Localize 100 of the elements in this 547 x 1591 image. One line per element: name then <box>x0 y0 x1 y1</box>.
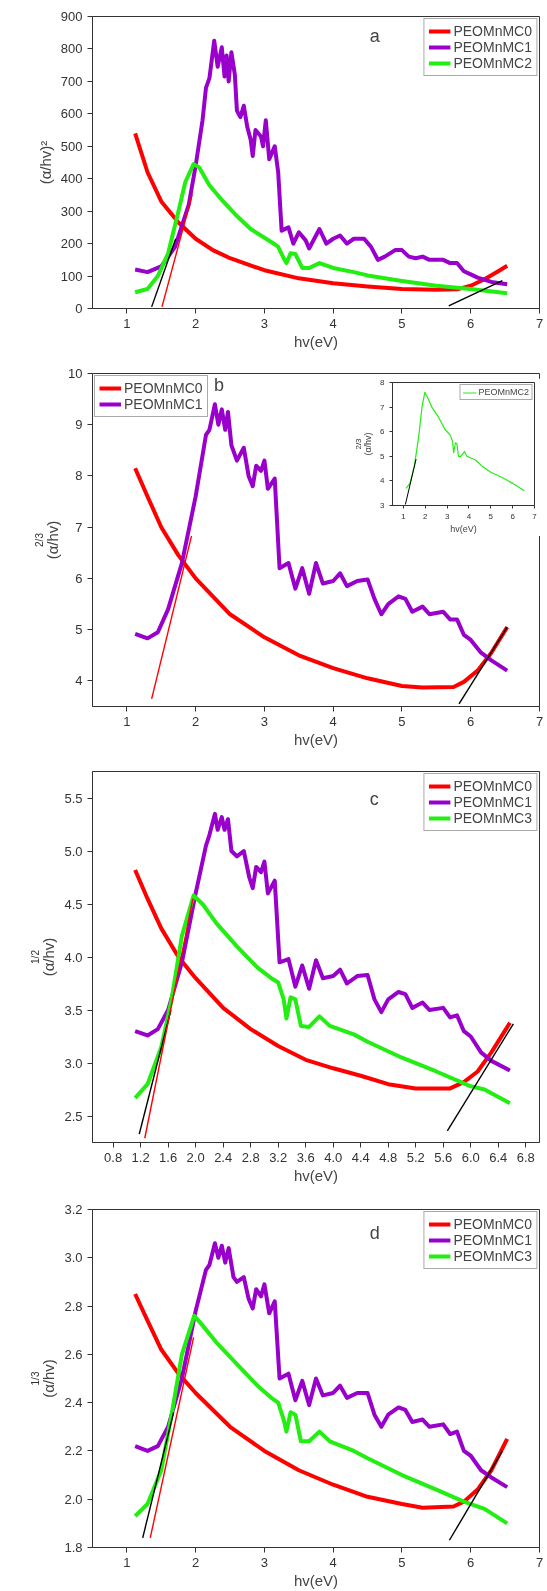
x-tick-label: 6 <box>467 1554 475 1570</box>
y-tick-label: 5.0 <box>64 843 83 859</box>
y-tick-label: 3.0 <box>64 1055 83 1071</box>
y-tick-label: 4.0 <box>64 949 83 965</box>
y-tick-label: 3 <box>380 501 386 510</box>
x-tick-label: 4.0 <box>324 1149 343 1165</box>
legend-label: PEOMnMC0 <box>453 778 532 794</box>
y-tick-label: 8 <box>380 378 386 387</box>
y-tick-label: 4 <box>75 673 83 689</box>
y-axis-title: (α/hv)1/2 <box>29 937 58 977</box>
y-tick-label: 200 <box>60 236 83 252</box>
x-tick-label: 2 <box>423 511 429 521</box>
x-axis-title: hv(eV) <box>293 730 339 748</box>
legend-label: PEOMnMC1 <box>124 396 203 412</box>
x-tick-label: 7 <box>535 315 544 331</box>
y-axis-title: (α/hv)2/3 <box>33 520 62 560</box>
annotation: a <box>369 25 381 46</box>
y-tick-label: 900 <box>60 9 83 24</box>
x-tick-label: 5.2 <box>406 1149 425 1165</box>
x-tick-label: 5 <box>398 1554 406 1570</box>
legend-label: PEOMnMC0 <box>453 1216 532 1232</box>
y-tick-label: 4 <box>380 476 386 486</box>
y-tick-label: 600 <box>60 106 83 122</box>
y-tick-label: 2.8 <box>64 1298 83 1314</box>
legend-label: PEOMnMC1 <box>453 1232 532 1248</box>
x-tick-label: 1 <box>123 1554 131 1570</box>
x-tick-label: 2.4 <box>214 1149 233 1165</box>
y-tick-label: 2.6 <box>64 1346 83 1362</box>
x-tick-label: 2 <box>192 713 200 729</box>
x-tick-label: 4 <box>329 713 337 729</box>
x-axis-title: hv(eV) <box>293 1166 339 1184</box>
y-tick-label: 0 <box>75 301 83 316</box>
y-tick-label: 6 <box>75 570 83 586</box>
y-axis-title: (α/hv)1/3 <box>29 1359 58 1398</box>
y-tick-label: 100 <box>60 268 83 284</box>
x-tick-label: 7 <box>535 1554 544 1570</box>
y-tick-label: 1.8 <box>64 1540 83 1555</box>
x-tick-label: 1 <box>401 511 407 521</box>
y-tick-label: 5.5 <box>64 790 83 806</box>
x-tick-label: 2.0 <box>186 1149 205 1165</box>
x-tick-label: 6 <box>467 315 475 331</box>
legend-label: PEOMnMC1 <box>453 39 532 55</box>
x-tick-label: 6.8 <box>516 1149 535 1165</box>
x-tick-label: 5 <box>488 511 494 521</box>
y-tick-label: 500 <box>60 138 83 154</box>
x-tick-label: 5 <box>398 315 406 331</box>
x-tick-label: 4.8 <box>379 1149 398 1165</box>
x-tick-label: 1.2 <box>131 1149 150 1165</box>
x-tick-label: 4 <box>466 511 472 521</box>
y-tick-label: 400 <box>60 171 83 187</box>
legend-label: PEOMnMC2 <box>478 387 529 397</box>
y-tick-label: 3.0 <box>64 1250 83 1266</box>
x-tick-label: 2 <box>192 315 200 331</box>
line-series <box>133 893 512 1106</box>
y-axis-title: (α/hv)2/3 <box>353 432 374 456</box>
x-axis-title: hv(eV) <box>293 332 339 350</box>
x-tick-label: 7 <box>535 713 544 729</box>
x-tick-label: 3 <box>260 1554 269 1570</box>
x-tick-label: 3.6 <box>296 1149 315 1165</box>
legend-label: PEOMnMC1 <box>453 794 532 810</box>
x-tick-label: 1 <box>123 713 131 729</box>
x-tick-label: 6.0 <box>461 1149 480 1165</box>
x-tick-label: 2 <box>192 1554 200 1570</box>
line-series <box>133 1313 510 1526</box>
x-tick-label: 1.6 <box>159 1149 178 1165</box>
y-tick-label: 700 <box>60 73 83 89</box>
legend-label: PEOMnMC0 <box>453 23 532 39</box>
x-tick-label: 5.6 <box>434 1149 453 1165</box>
x-tick-label: 2.8 <box>241 1149 260 1165</box>
x-tick-label: 3 <box>444 511 450 521</box>
y-tick-label: 2.4 <box>64 1395 83 1411</box>
y-tick-label: 5 <box>380 451 386 461</box>
y-tick-label: 2.5 <box>64 1108 83 1124</box>
y-axis-title: (α/hv)² <box>36 140 54 185</box>
legend-label: PEOMnMC2 <box>453 55 532 71</box>
x-tick-label: 3.2 <box>269 1149 288 1165</box>
x-tick-label: 0.8 <box>104 1149 123 1165</box>
x-tick-label: 5 <box>398 713 406 729</box>
legend-label: PEOMnMC3 <box>453 810 532 826</box>
y-tick-label: 10 <box>68 366 83 381</box>
x-tick-label: 3 <box>260 315 269 331</box>
x-tick-label: 1 <box>123 315 131 331</box>
y-tick-label: 9 <box>75 417 83 433</box>
y-tick-label: 3.5 <box>64 1002 83 1018</box>
x-tick-label: 6.4 <box>489 1149 508 1165</box>
x-tick-label: 3 <box>260 713 269 729</box>
line-series <box>133 868 512 1091</box>
x-tick-label: 7 <box>532 511 538 521</box>
x-axis-title: hv(eV) <box>293 1571 339 1589</box>
annotation: c <box>369 788 379 809</box>
y-tick-label: 6 <box>380 427 386 437</box>
y-tick-label: 5 <box>75 622 83 638</box>
y-tick-label: 800 <box>60 41 83 57</box>
legend-label: PEOMnMC0 <box>124 380 203 396</box>
legend-label: PEOMnMC3 <box>453 1248 532 1264</box>
x-axis-title: hv(eV) <box>450 523 477 534</box>
y-tick-label: 300 <box>60 203 83 219</box>
x-tick-label: 4.4 <box>351 1149 370 1165</box>
x-tick-label: 4 <box>329 1554 337 1570</box>
y-tick-label: 8 <box>75 468 83 484</box>
